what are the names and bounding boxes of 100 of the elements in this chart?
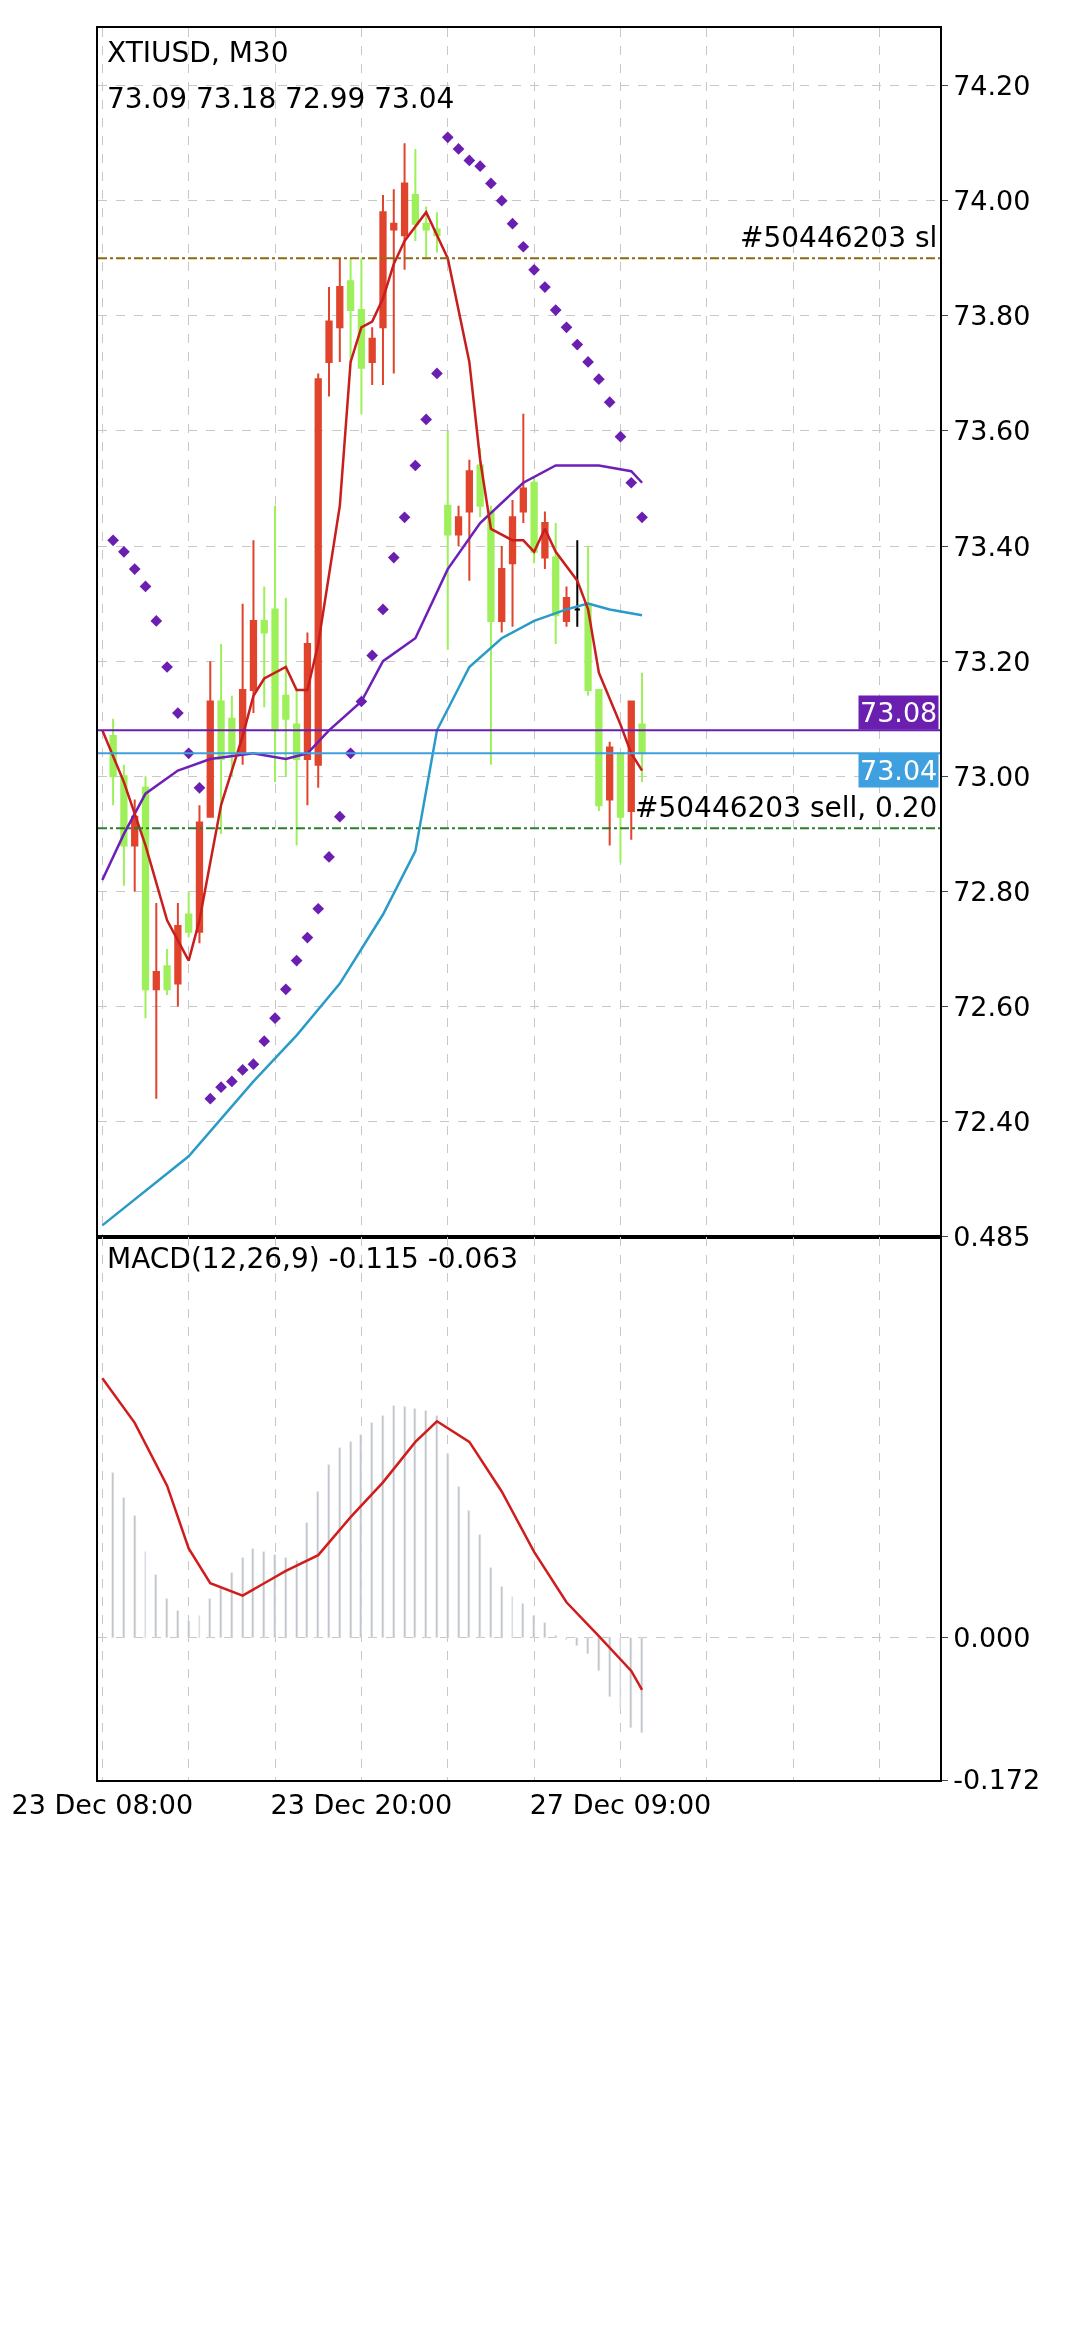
- candlestick: [325, 286, 333, 398]
- point: [107, 534, 119, 547]
- candlestick: [152, 902, 160, 1100]
- point: [614, 430, 627, 443]
- point: [193, 782, 206, 794]
- candlestick: [584, 545, 592, 697]
- point: [366, 649, 379, 662]
- candlestick: [638, 671, 646, 784]
- candlestick: [552, 522, 560, 645]
- point: [290, 954, 303, 967]
- point: [463, 154, 476, 167]
- candlestick: [379, 193, 387, 386]
- point: [571, 338, 584, 351]
- bar: [327, 1464, 330, 1638]
- candlestick: [217, 642, 225, 835]
- point: [452, 143, 465, 155]
- point: [128, 563, 141, 575]
- point: [398, 511, 411, 524]
- candlestick: [314, 372, 322, 789]
- candlestick: [131, 798, 139, 893]
- candlestick: [454, 504, 463, 548]
- candlestick: [627, 700, 635, 841]
- y-tick-label: 72.80: [953, 875, 1031, 907]
- point: [506, 217, 519, 230]
- candlestick: [595, 689, 603, 812]
- point: [118, 546, 130, 558]
- point: [204, 1092, 217, 1105]
- candlestick: [487, 504, 495, 766]
- candlestick: [616, 752, 625, 864]
- ref-line-label: #50446203 sell, 0.20: [635, 791, 938, 824]
- x-tick-label: 23 Dec 08:00: [11, 1789, 194, 1821]
- candlestick: [498, 545, 506, 634]
- ref-line-label: #50446203 sl: [740, 221, 938, 254]
- candlestick: [271, 504, 279, 784]
- candlestick: [303, 631, 312, 807]
- candlestick: [292, 689, 301, 847]
- candlestick: [185, 890, 193, 939]
- point: [258, 1035, 271, 1048]
- candlestick: [400, 142, 409, 271]
- point: [226, 1075, 238, 1088]
- candlestick: [368, 326, 376, 386]
- point: [409, 459, 422, 472]
- y-tick-label: 72.60: [953, 991, 1031, 1023]
- y-tick-label: 73.80: [953, 300, 1031, 332]
- point: [333, 810, 346, 823]
- point: [582, 356, 594, 368]
- candlestick: [336, 257, 344, 363]
- point: [420, 413, 433, 426]
- bar: [597, 1637, 600, 1671]
- bar: [111, 1472, 114, 1638]
- line-series: [101, 1376, 644, 1692]
- point: [215, 1081, 227, 1094]
- point: [247, 1058, 260, 1071]
- point: [517, 240, 530, 253]
- point: [549, 304, 562, 316]
- point: [485, 177, 497, 190]
- candlestick: [465, 458, 473, 582]
- chart-title: MACD(12,26,9) -0.115 -0.063: [107, 1242, 518, 1275]
- candlestick: [562, 585, 571, 628]
- candlestick: [411, 147, 420, 242]
- candlestick: [249, 539, 258, 715]
- point: [431, 367, 443, 380]
- y-tick-label: -0.172: [953, 1764, 1041, 1796]
- y-tick-label: 73.20: [953, 645, 1031, 677]
- candlestick: [444, 429, 452, 651]
- y-tick-label: 72.40: [953, 1106, 1031, 1138]
- point: [560, 321, 573, 334]
- chart-title: XTIUSD, M30: [107, 36, 289, 69]
- point: [441, 131, 454, 144]
- point: [593, 373, 605, 385]
- y-tick-label: 73.60: [953, 415, 1031, 447]
- point: [636, 511, 648, 524]
- bar: [489, 1567, 492, 1638]
- candlestick: [141, 775, 150, 1020]
- text: 73.09 73.18 72.99 73.04: [107, 82, 455, 115]
- ref-line-label: 73.04: [860, 755, 938, 786]
- y-tick-label: 74.00: [953, 185, 1031, 217]
- candlestick: [174, 902, 182, 1008]
- y-tick-label: 73.40: [953, 530, 1031, 562]
- bar: [219, 1586, 222, 1638]
- bar: [381, 1415, 384, 1638]
- candlestick: [163, 948, 171, 997]
- point: [625, 476, 638, 489]
- point: [301, 931, 314, 944]
- candlestick: [508, 499, 517, 628]
- bar: [543, 1622, 546, 1638]
- candlestick: [573, 539, 581, 628]
- candlestick: [422, 205, 430, 260]
- point: [387, 551, 400, 564]
- candlestick: [357, 257, 366, 415]
- point: [474, 160, 486, 173]
- y-tick-label: 0.485: [953, 1221, 1031, 1253]
- y-tick-label: 0.000: [953, 1622, 1031, 1654]
- candlestick: [530, 476, 538, 565]
- candlestick: [206, 660, 214, 818]
- point: [150, 615, 163, 627]
- y-tick-label: 74.20: [953, 70, 1031, 102]
- candlestick: [390, 188, 398, 375]
- point: [528, 263, 540, 276]
- point: [279, 983, 292, 996]
